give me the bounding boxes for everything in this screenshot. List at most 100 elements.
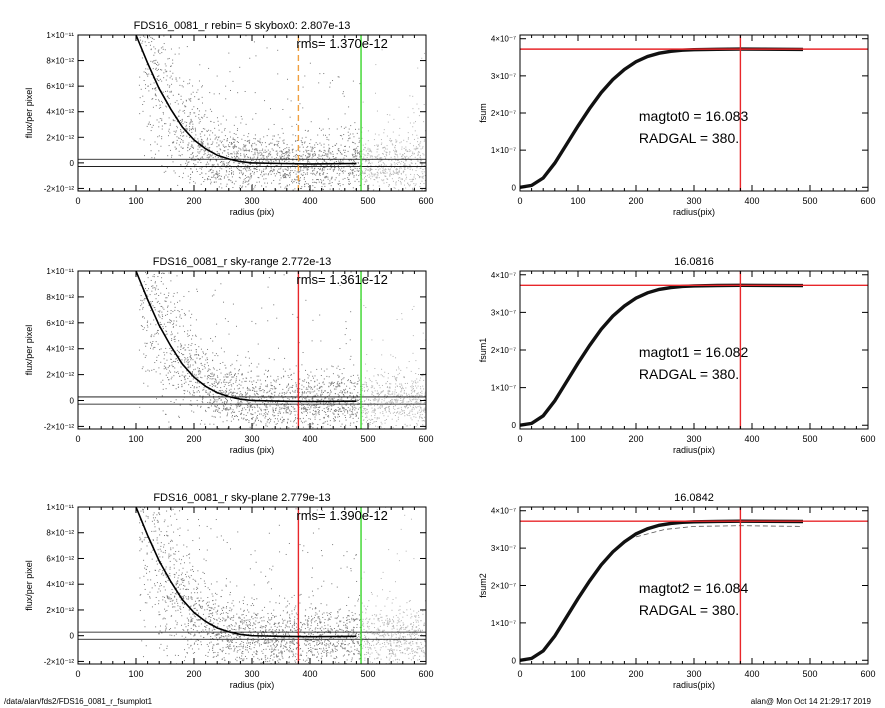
scatter-point [306,412,308,414]
scatter-point [178,137,180,139]
scatter-point [262,415,264,417]
scatter-point [249,139,251,141]
scatter-point [141,169,142,170]
scatter-point [195,115,197,117]
scatter-point [303,177,305,179]
scatter-point [255,194,256,195]
scatter-point [289,173,291,175]
scatter-point [220,160,222,162]
scatter-point [376,144,378,146]
scatter-point [205,164,207,166]
scatter-point [284,160,286,162]
scatter-point [219,161,221,163]
scatter-point [381,399,383,401]
scatter-point [191,131,193,133]
scatter-point [393,171,395,173]
scatter-point [188,291,190,293]
annotation-line: magtot0 = 16.083 [639,108,749,124]
scatter-point [218,153,220,155]
scatter-point [189,99,191,101]
scatter-point [176,121,178,123]
scatter-point [414,184,416,186]
scatter-point [213,384,215,386]
scatter-point [395,182,397,184]
scatter-point [405,178,407,180]
scatter-point [413,112,415,114]
scatter-point [295,140,297,142]
scatter-point [244,159,246,161]
scatter-point [300,168,302,170]
scatter-point [152,287,154,289]
scatter-point [303,380,305,382]
scatter-point [420,164,422,166]
scatter-point [405,148,407,150]
scatter-point [190,168,192,170]
scatter-point [326,138,328,140]
scatter-point [416,103,418,105]
scatter-point [364,177,366,179]
scatter-point [304,379,306,381]
scatter-point [262,159,264,161]
scatter-point [323,417,325,419]
scatter-point [227,162,229,164]
scatter-point [421,390,423,392]
scatter-point [332,145,334,147]
scatter-point [166,331,168,333]
scatter-point [180,121,182,123]
scatter-point [219,175,221,177]
scatter-point [263,390,265,392]
scatter-point [155,371,157,373]
scatter-point [256,166,258,168]
scatter-point [261,161,263,163]
scatter-point [329,157,331,159]
scatter-point [212,352,214,354]
scatter-point [301,392,303,394]
scatter-point [211,176,213,178]
scatter-point [197,377,199,379]
scatter-point [276,423,278,425]
scatter-point [294,154,296,156]
scatter-point [182,177,184,179]
scatter-point [139,39,141,41]
scatter-point [252,423,254,425]
scatter-point [278,160,280,162]
scatter-point [370,178,372,180]
scatter-point [183,382,185,384]
scatter-point [349,387,351,389]
scatter-point [170,358,172,360]
scatter-point [402,157,404,159]
scatter-point [289,116,291,118]
scatter-point [317,423,319,425]
scatter-point [142,252,143,253]
scatter-point [168,370,170,372]
scatter-point [412,395,414,397]
scatter-point [374,174,376,176]
scatter-point [307,161,309,163]
scatter-point [344,113,346,115]
scatter-point [174,101,176,103]
scatter-point [316,160,318,162]
scatter-point [376,176,378,178]
scatter-point [240,149,242,151]
scatter-point [343,377,345,379]
scatter-point [147,320,149,322]
scatter-point [247,371,249,373]
scatter-point [170,75,172,77]
scatter-point [340,153,342,155]
scatter-point [181,139,183,141]
scatter-point [266,392,268,394]
scatter-point [190,357,192,359]
scatter-point [394,187,396,189]
scatter-point [180,165,182,167]
scatter-point [300,436,301,437]
scatter-point [176,301,178,303]
scatter-point [178,111,180,113]
scatter-point [246,181,248,183]
scatter-point [338,166,340,168]
scatter-point [184,112,186,114]
scatter-point [236,152,238,154]
scatter-point [311,167,313,169]
scatter-point [309,162,311,164]
scatter-point [364,171,366,173]
scatter-point [419,398,421,400]
